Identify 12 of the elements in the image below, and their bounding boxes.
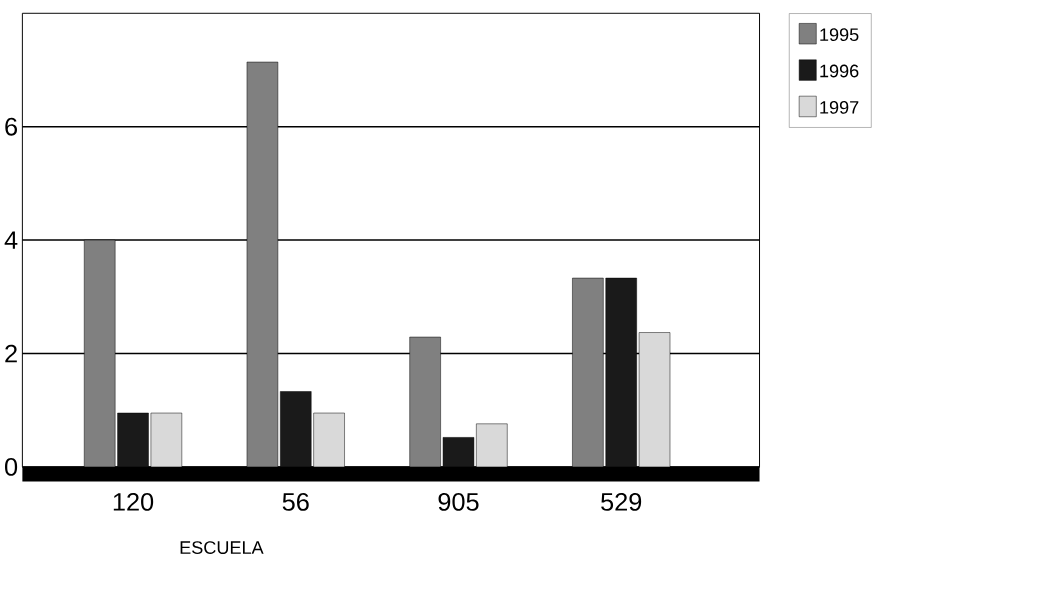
legend-label: 1996 [820,64,859,78]
x-tick-label: 120 [113,492,154,511]
legend-label: 1995 [820,28,859,41]
x-tick-label: 529 [601,492,642,511]
y-tick-label: 2 [5,344,17,363]
legend-label: 1997 [820,100,859,114]
y-tick-label: 6 [5,117,17,136]
y-tick-label: 4 [4,231,18,249]
x-tick-label: 905 [438,492,479,511]
x-axis-title: ESCUELA [180,540,264,554]
x-tick-label: 56 [282,492,309,511]
y-tick-label: 0 [5,457,18,476]
